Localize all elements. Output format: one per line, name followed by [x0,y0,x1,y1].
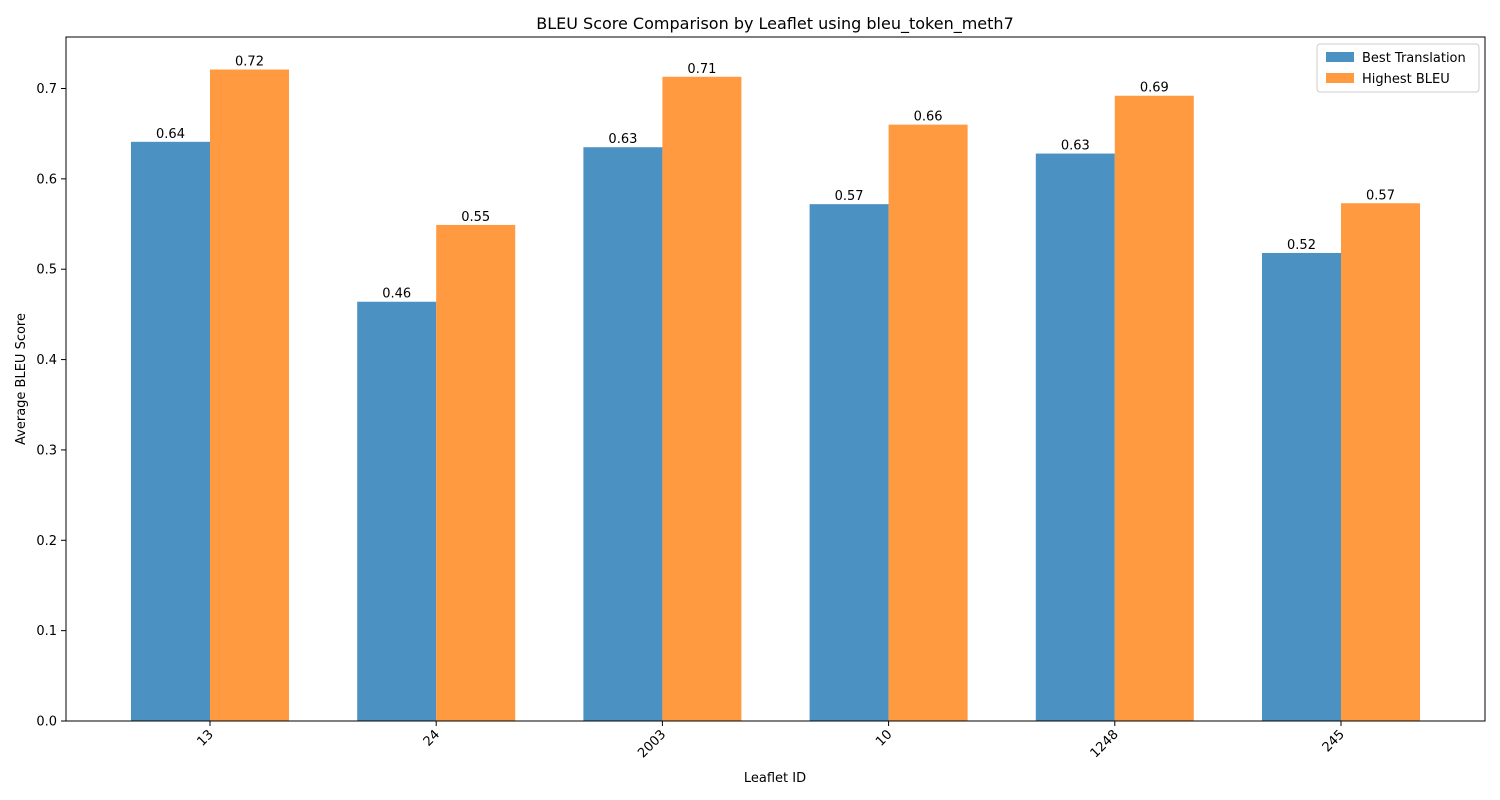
bar-value-label: 0.57 [1366,188,1395,203]
bar-highest-bleu [436,224,516,721]
y-tick-label: 0.5 [36,263,57,278]
bar-value-label: 0.52 [1287,238,1316,253]
bar-value-label: 0.55 [461,210,490,225]
bar-best-translation [1035,153,1115,721]
bar-highest-bleu [888,124,968,721]
y-tick-label: 0.1 [36,624,57,639]
bar-value-label: 0.69 [1140,81,1169,96]
x-tick-label: 1248 [1088,727,1122,761]
bar-best-translation [357,301,437,721]
y-tick-label: 0.0 [36,715,57,730]
bar-value-label: 0.71 [687,62,716,77]
x-tick-label: 2003 [635,727,669,761]
y-tick-label: 0.7 [36,82,57,97]
bar-highest-bleu [1341,203,1420,721]
bar-best-translation [809,204,889,721]
legend: Best Translation Highest BLEU [1316,43,1480,93]
bar-best-translation [131,141,210,722]
bar-value-label: 0.63 [608,132,637,147]
y-axis-label: Average BLEU Score [14,313,29,445]
y-tick-label: 0.2 [36,534,57,549]
legend-swatch [1326,73,1354,83]
bar-highest-bleu [662,76,742,721]
bar-best-translation [583,147,663,722]
bar-highest-bleu [210,69,289,722]
x-tick-label: 24 [421,727,443,749]
plot-frame [65,36,1486,722]
x-tick-label: 245 [1320,727,1348,755]
y-tick-label: 0.4 [36,353,57,368]
chart-title: BLEU Score Comparison by Leaflet using b… [536,14,1014,34]
legend-label: Best Translation [1362,51,1466,66]
y-tick-label: 0.6 [36,172,57,187]
bar-value-label: 0.46 [382,287,411,302]
legend-box [1316,43,1480,93]
x-axis-label: Leaflet ID [744,771,806,786]
bar-value-label: 0.57 [835,189,864,204]
y-tick-label: 0.3 [36,443,57,458]
bar-value-label: 0.72 [235,55,264,70]
x-tick-label: 10 [873,727,895,749]
bar-best-translation [1262,252,1341,721]
bar-value-label: 0.66 [914,110,943,125]
bar-highest-bleu [1114,95,1194,722]
bar-value-label: 0.63 [1061,139,1090,154]
bar-value-label: 0.64 [156,127,185,142]
legend-swatch [1326,52,1354,62]
plot-area: 0.0 0.1 0.2 0.3 0.4 0.5 0.6 0.7 0.64 0.72 13 0.46 0.… [36,55,1420,761]
legend-label: Highest BLEU [1362,72,1450,87]
x-tick-label: 13 [195,727,217,749]
